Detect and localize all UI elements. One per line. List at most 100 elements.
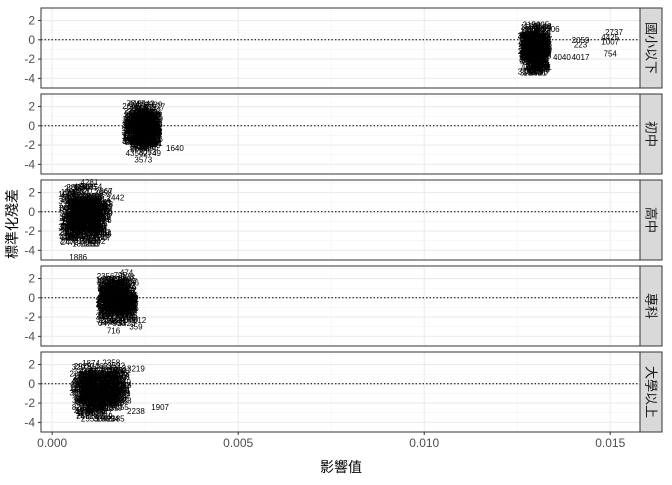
point-label: 3994: [527, 30, 545, 39]
point-label: 4090: [142, 112, 160, 121]
point-label: 1304: [133, 138, 151, 147]
point-label: 1012: [113, 381, 131, 390]
point-label: 3543: [534, 22, 552, 31]
point-label: 3108: [81, 232, 99, 241]
point-label: 2585: [532, 40, 550, 49]
point-label: 4130: [120, 301, 138, 310]
y-tick-label: -4: [24, 243, 35, 257]
point-label: 3021: [521, 48, 539, 57]
point-label: 1334: [522, 62, 540, 71]
point-label: 2988: [76, 227, 94, 236]
point-label: 3590: [105, 370, 123, 379]
point-label: 459: [533, 55, 547, 64]
point-label: 2197: [83, 236, 101, 245]
point-label: 265: [143, 103, 157, 112]
point-label: 591: [99, 282, 113, 291]
point-label: 1416: [100, 367, 118, 376]
point-label: 1707: [534, 35, 552, 44]
point-label: 2148: [143, 120, 161, 129]
point-label: 3639: [519, 50, 537, 59]
point-label: 2259: [145, 114, 163, 123]
point-label: 811: [134, 104, 147, 113]
y-tick-label: -4: [24, 71, 35, 85]
point-label: 1586: [521, 23, 539, 32]
point-label: 295: [521, 45, 535, 54]
point-label: 2450: [120, 313, 138, 322]
point-label: 3033: [521, 38, 539, 47]
facet-strip-label: 專科: [644, 293, 659, 319]
point-label: 3362: [144, 113, 162, 122]
point-label: 931: [535, 38, 549, 47]
point-label: 4276: [102, 311, 120, 320]
point-label: 1335: [145, 124, 163, 133]
point-label: 2548: [531, 61, 549, 70]
point-label: 2178: [107, 275, 125, 284]
point-label: 292: [117, 310, 131, 319]
point-label: 4105: [59, 233, 77, 242]
cluster-core: [82, 375, 119, 406]
point-label: 1345: [110, 384, 128, 393]
point-label: 2408: [86, 192, 104, 201]
point-label: 2920: [123, 129, 141, 138]
point-label: 3693: [58, 197, 76, 206]
point-label: 3599: [87, 403, 105, 412]
point-label: 2942: [124, 126, 142, 135]
panel-background: [41, 352, 640, 432]
point-label: 2561: [76, 411, 94, 420]
point-label: 1707: [531, 61, 549, 70]
point-label: 424: [126, 115, 140, 124]
point-label: 3491: [113, 386, 131, 395]
point-label: 3425: [99, 309, 117, 318]
point-label: 1486: [96, 300, 114, 309]
y-tick-label: -4: [24, 415, 35, 429]
outlier-label: 2238: [127, 407, 145, 416]
point-label: 1696: [143, 130, 161, 139]
point-label: 3782: [144, 138, 162, 147]
point-label: 3555: [521, 43, 539, 52]
point-label: 4336: [121, 279, 139, 288]
point-label: 2993: [531, 32, 549, 41]
point-label: 550: [112, 319, 126, 328]
point-label: 1000: [61, 188, 79, 197]
point-label: 3070: [137, 139, 155, 148]
point-label: 1508: [140, 109, 158, 118]
point-label: 2133: [120, 294, 138, 303]
point-label: 1323: [114, 396, 132, 405]
point-label: 2436: [74, 406, 92, 415]
point-label: 3765: [99, 303, 117, 312]
point-label: 1894: [143, 132, 161, 141]
point-label: 1309: [144, 129, 162, 138]
point-cluster: 2130431435640303460136021483060435319627…: [121, 100, 163, 158]
point-label: 664: [127, 134, 141, 143]
point-label: 4415: [532, 65, 550, 74]
point-label: 4099: [65, 233, 83, 242]
outlier-label: 2442: [107, 193, 125, 202]
point-label: 3606: [122, 115, 140, 124]
point-label: 629: [122, 303, 136, 312]
point-label: 832: [122, 301, 136, 310]
outlier-label: 4017: [572, 53, 590, 62]
y-tick-label: 0: [28, 377, 35, 391]
point-label: 3734: [520, 31, 538, 40]
cluster-core: [108, 285, 127, 313]
point-label: 1345: [97, 296, 115, 305]
point-label: 1681: [120, 302, 138, 311]
point-label: 2124: [92, 216, 110, 225]
point-label: 1658: [520, 52, 538, 61]
point-label: 4153: [117, 312, 135, 321]
point-label: 118: [147, 111, 160, 120]
point-label: 150: [121, 293, 135, 302]
point-label: 2455: [120, 312, 138, 321]
point-label: 1426: [529, 59, 547, 68]
outlier-label: 716: [107, 327, 121, 336]
point-label: 3054: [519, 55, 537, 64]
point-label: 680: [72, 388, 86, 397]
point-label: 3271: [96, 316, 114, 325]
point-label: 4160: [120, 315, 138, 324]
point-label: 4051: [534, 63, 552, 72]
point-label: 2894: [532, 40, 550, 49]
point-label: 1395: [119, 303, 137, 312]
point-label: 3423: [118, 319, 136, 328]
y-tick-label: 0: [28, 119, 35, 133]
